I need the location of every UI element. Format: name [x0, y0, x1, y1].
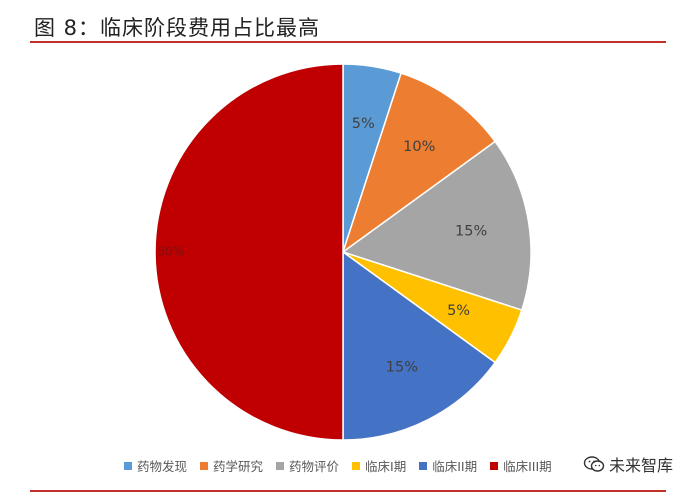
page-title: 图 8：临床阶段费用占比最高	[34, 16, 321, 40]
slice-value-label: 5%	[447, 303, 470, 319]
legend-label: 药物评价	[289, 459, 340, 474]
wechat-icon	[583, 456, 605, 472]
legend-swatch	[490, 461, 499, 470]
legend-swatch	[124, 461, 132, 470]
slice-value-label: 5%	[352, 116, 375, 132]
watermark-text: 未来智库	[609, 456, 674, 475]
pie-slice	[154, 63, 344, 441]
legend-item-drug-discovery: 药物发现	[124, 456, 187, 475]
legend-label: 临床II期	[432, 459, 478, 474]
legend-label: 临床III期	[503, 459, 552, 474]
legend-item-clinical-phase-1: 临床I期	[352, 456, 406, 475]
chart-legend: 药物发现 药学研究 药物评价 临床I期 临床II期 临床III期	[124, 456, 552, 475]
legend-swatch	[200, 461, 209, 470]
watermark: 未来智库	[583, 452, 673, 476]
slice-value-label: 50%	[158, 245, 185, 259]
legend-item-clinical-phase-2: 临床II期	[419, 456, 477, 475]
legend-label: 药学研究	[213, 459, 264, 474]
slice-value-label: 10%	[403, 139, 435, 155]
legend-label: 药物发现	[137, 459, 188, 474]
legend-item-pharma-research: 药学研究	[200, 456, 263, 475]
legend-swatch	[419, 461, 428, 470]
legend-label: 临床I期	[365, 459, 407, 474]
bottom-divider	[30, 490, 666, 492]
legend-item-drug-evaluation: 药物评价	[276, 456, 339, 475]
legend-item-clinical-phase-3: 临床III期	[490, 456, 552, 475]
legend-swatch	[276, 461, 285, 470]
pie-slice	[341, 72, 497, 254]
slice-value-label: 15%	[455, 224, 487, 240]
legend-swatch	[352, 461, 361, 470]
title-divider	[30, 41, 666, 43]
pie-slice	[341, 140, 532, 312]
slice-value-label: 15%	[386, 360, 418, 376]
pie-slice	[342, 250, 497, 441]
